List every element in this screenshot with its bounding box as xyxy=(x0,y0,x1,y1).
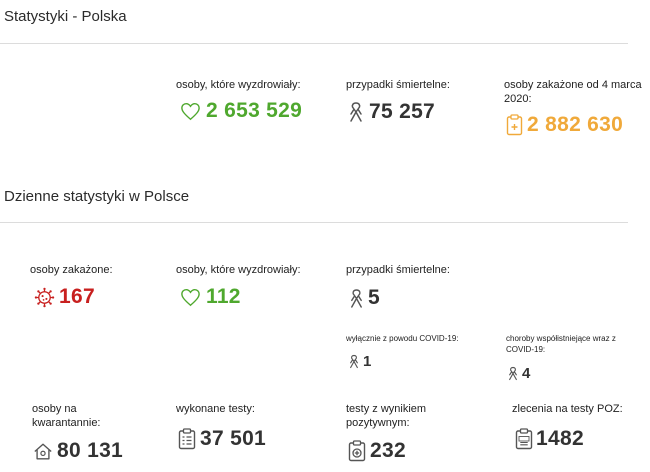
heart-icon xyxy=(180,102,201,121)
summary-infected-stat: 2 882 630 xyxy=(506,113,623,137)
ribbon-icon xyxy=(348,354,360,369)
page-title: Statystyki - Polska xyxy=(4,8,127,25)
clipboard-medical-icon xyxy=(506,114,523,136)
heart-icon xyxy=(180,288,201,307)
ribbon-icon xyxy=(347,101,365,123)
daily-deaths-value: 5 xyxy=(368,286,380,309)
daily-recovered-stat: 112 xyxy=(180,285,241,309)
header-divider xyxy=(0,43,628,44)
test-clipboard-icon xyxy=(178,428,196,450)
ribbon-icon xyxy=(348,288,365,309)
summary-deaths-label: przypadki śmiertelne: xyxy=(346,79,450,91)
summary-recovered-label: osoby, które wyzdrowiały: xyxy=(176,79,301,91)
daily-tests-value: 37 501 xyxy=(200,427,267,450)
daily-deaths-label: przypadki śmiertelne: xyxy=(346,264,450,276)
daily-tests-label: wykonane testy: xyxy=(176,403,255,415)
daily-recovered-label: osoby, które wyzdrowiały: xyxy=(176,264,301,276)
daily-infected-value: 167 xyxy=(59,285,95,308)
daily-deaths-comorbid-value: 4 xyxy=(522,365,531,382)
summary-deaths-value: 75 257 xyxy=(369,100,436,123)
daily-quarantine-label: osoby na kwarantannie: xyxy=(32,403,101,429)
daily-infected-stat: 167 xyxy=(34,285,95,309)
daily-positive-tests-value: 232 xyxy=(370,439,406,462)
house-icon xyxy=(33,442,53,461)
daily-poz-orders-stat: 1482 xyxy=(515,427,584,451)
daily-deaths-covid-value: 1 xyxy=(363,353,372,370)
daily-section-title: Dzienne statystyki w Polsce xyxy=(4,188,190,205)
daily-poz-orders-label: zlecenia na testy POZ: xyxy=(512,403,623,415)
ribbon-icon xyxy=(507,366,519,381)
summary-infected-value: 2 882 630 xyxy=(527,113,624,136)
daily-poz-orders-value: 1482 xyxy=(536,427,584,450)
poz-clipboard-icon xyxy=(515,428,533,450)
daily-deaths-covid-label: wyłącznie z powodu COVID-19: xyxy=(346,334,459,343)
daily-divider xyxy=(0,222,628,223)
daily-tests-stat: 37 501 xyxy=(178,427,266,451)
positive-test-icon xyxy=(348,440,366,462)
daily-deaths-stat: 5 xyxy=(348,286,380,310)
daily-quarantine-stat: 80 131 xyxy=(33,439,123,463)
summary-deaths-stat: 75 257 xyxy=(347,100,435,124)
daily-positive-tests-label: testy z wynikiem pozytywnym: xyxy=(346,403,427,429)
daily-infected-label: osoby zakażone: xyxy=(30,264,113,276)
daily-deaths-comorbid-stat: 4 xyxy=(507,365,530,382)
summary-recovered-value: 2 653 529 xyxy=(206,99,303,122)
summary-recovered-stat: 2 653 529 xyxy=(180,99,302,123)
virus-icon xyxy=(34,287,55,308)
daily-quarantine-value: 80 131 xyxy=(57,439,124,462)
daily-deaths-comorbid-label: choroby współistniejące wraz z COVID-19: xyxy=(506,334,616,354)
daily-recovered-value: 112 xyxy=(206,285,241,308)
daily-positive-tests-stat: 232 xyxy=(348,439,406,463)
daily-deaths-covid-stat: 1 xyxy=(348,353,371,370)
summary-infected-label: osoby zakażone od 4 marca 2020: xyxy=(504,79,642,105)
